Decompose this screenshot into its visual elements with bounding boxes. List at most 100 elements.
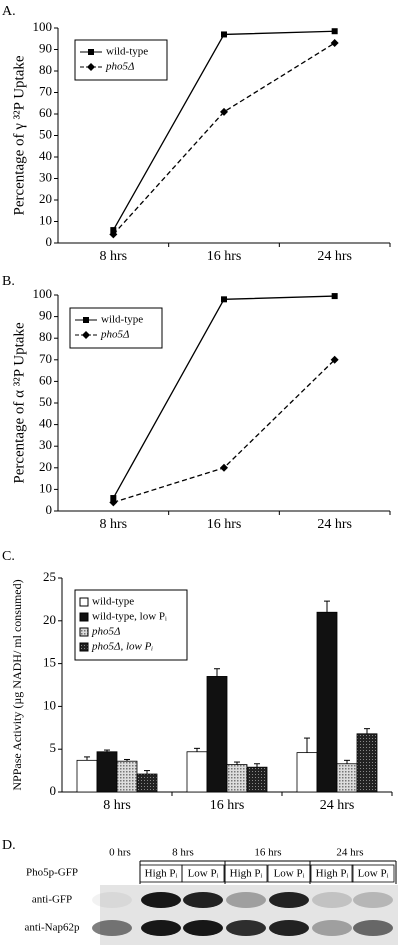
x-tick-label: 16 hrs xyxy=(207,249,242,264)
y-axis-label: Percentage of γ ³²P Uptake xyxy=(11,55,27,215)
blot-band xyxy=(226,920,266,936)
legend-swatch xyxy=(79,642,89,652)
x-tick-label: 24 hrs xyxy=(317,517,352,532)
timepoint-label: 8 hrs xyxy=(172,847,194,859)
y-tick-label: 0 xyxy=(46,502,53,517)
error-bar xyxy=(104,749,110,752)
marker xyxy=(87,63,95,71)
error-bar xyxy=(304,737,310,753)
marker xyxy=(221,296,227,303)
error-bar xyxy=(214,668,220,677)
bar xyxy=(226,764,248,793)
bar xyxy=(136,773,158,793)
legend-label: wild-type xyxy=(92,596,134,608)
error-bar xyxy=(344,759,350,764)
condition-label: Low Pᵢ xyxy=(274,868,305,880)
bar xyxy=(246,766,268,793)
y-tick-label: 60 xyxy=(39,372,52,387)
legend-box xyxy=(69,307,163,349)
legend-label: pho5Δ xyxy=(91,626,120,638)
marker xyxy=(331,293,338,300)
bar xyxy=(316,611,338,793)
condition-label: Low Pᵢ xyxy=(188,868,219,880)
panel-label: B. xyxy=(2,274,15,289)
construct-label: Pho5p-GFP xyxy=(26,867,78,879)
blot-band xyxy=(183,920,223,936)
condition-label: High Pᵢ xyxy=(316,868,349,880)
error-bar xyxy=(324,600,330,613)
bar xyxy=(296,752,318,793)
y-tick-label: 90 xyxy=(39,308,52,323)
y-tick-label: 10 xyxy=(43,697,56,712)
marker xyxy=(109,230,118,239)
y-axis-label: NPPase Activity (µg NADH/ ml consumed) xyxy=(10,579,24,790)
condition-label: High Pᵢ xyxy=(145,868,178,880)
blot-band xyxy=(226,892,266,908)
blot-band xyxy=(141,920,181,936)
y-tick-label: 30 xyxy=(39,169,52,184)
y-tick-label: 10 xyxy=(39,480,52,495)
x-tick-label: 8 hrs xyxy=(100,517,128,532)
y-tick-label: 80 xyxy=(39,329,52,344)
y-tick-label: 20 xyxy=(39,191,52,206)
error-bar xyxy=(254,763,260,768)
y-tick-label: 20 xyxy=(43,612,56,627)
row-label: anti-Nap62p xyxy=(25,922,80,934)
blot-band xyxy=(269,892,309,908)
error-bar xyxy=(84,756,90,761)
condition-label: Low Pᵢ xyxy=(358,868,389,880)
error-bar xyxy=(234,761,240,765)
bar xyxy=(186,751,208,793)
blot-band xyxy=(269,920,309,936)
y-tick-label: 60 xyxy=(39,105,52,120)
legend-label: wild-type xyxy=(106,46,148,58)
legend-label: wild-type, low Pᵢ xyxy=(92,611,167,623)
y-tick-label: 50 xyxy=(39,394,52,409)
y-tick-label: 10 xyxy=(39,212,52,227)
legend-swatch xyxy=(79,627,89,637)
y-tick-label: 40 xyxy=(39,416,52,431)
panel-label: D. xyxy=(2,838,16,853)
x-tick-label: 16 hrs xyxy=(210,798,245,813)
blot-band xyxy=(312,892,352,908)
blot-band xyxy=(353,892,393,908)
bar xyxy=(206,676,228,793)
timepoint-label: 0 hrs xyxy=(109,847,131,859)
y-tick-label: 80 xyxy=(39,62,52,77)
condition-box xyxy=(267,864,311,883)
legend-label: wild-type xyxy=(101,314,143,326)
panel-label: A. xyxy=(2,4,16,19)
x-tick-label: 8 hrs xyxy=(103,798,131,813)
bar xyxy=(336,763,358,793)
blot-band xyxy=(183,892,223,908)
blot-band xyxy=(92,892,132,908)
bar xyxy=(116,760,138,793)
y-tick-label: 20 xyxy=(39,459,52,474)
timepoint-label: 24 hrs xyxy=(336,847,363,859)
marker xyxy=(220,463,228,472)
legend-label: pho5Δ xyxy=(105,61,134,73)
marker xyxy=(330,355,339,364)
marker xyxy=(331,28,338,35)
x-tick-label: 8 hrs xyxy=(100,249,128,264)
condition-box xyxy=(181,864,225,883)
condition-label: High Pᵢ xyxy=(230,868,263,880)
timepoint-label: 16 hrs xyxy=(254,847,281,859)
bar xyxy=(356,733,378,793)
blot-band xyxy=(312,920,352,936)
marker xyxy=(220,107,228,116)
row-label: anti-GFP xyxy=(32,894,72,906)
error-bar xyxy=(124,758,130,762)
marker xyxy=(82,331,90,339)
bar xyxy=(96,751,118,793)
y-tick-label: 30 xyxy=(39,437,52,452)
y-tick-label: 15 xyxy=(43,655,56,670)
marker xyxy=(330,39,339,48)
condition-box xyxy=(351,864,395,883)
y-tick-label: 70 xyxy=(39,83,52,98)
legend-box xyxy=(74,39,168,81)
error-bar xyxy=(194,747,200,752)
legend-label: pho5Δ, low Pᵢ xyxy=(91,641,153,653)
error-bar xyxy=(144,770,150,775)
